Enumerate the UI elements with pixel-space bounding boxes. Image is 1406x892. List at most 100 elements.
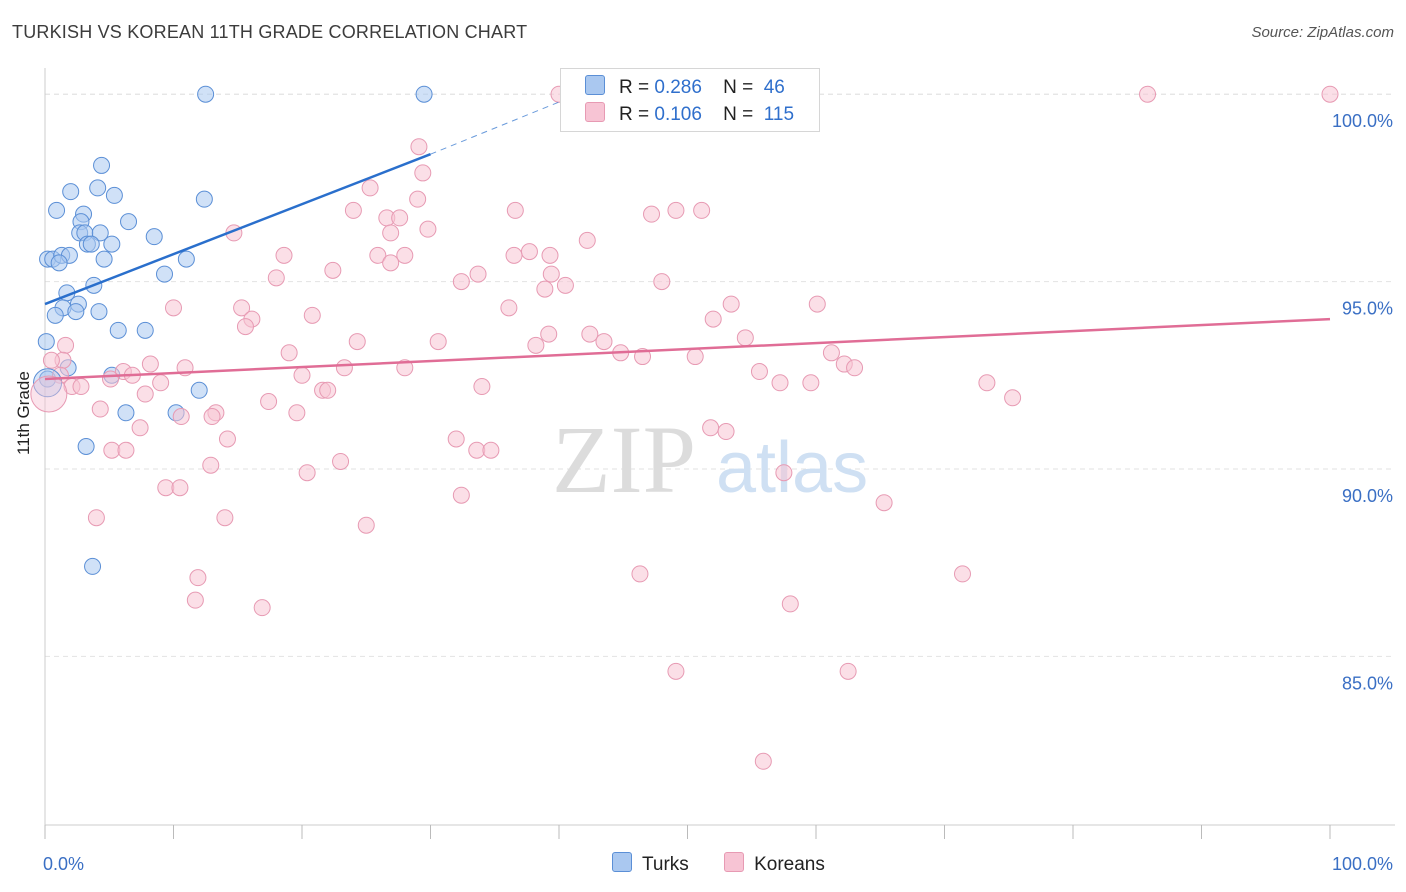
koreans-point	[452, 273, 470, 291]
koreans-point	[369, 246, 387, 264]
turks-point	[95, 250, 113, 268]
turks-point	[415, 85, 433, 103]
axes	[44, 68, 1395, 839]
koreans-point	[171, 479, 189, 497]
legend-n-value-koreans: 115	[763, 104, 795, 125]
koreans-point	[136, 385, 154, 403]
koreans-point	[391, 209, 409, 227]
koreans-point	[686, 348, 704, 366]
turks-point	[109, 321, 127, 339]
gridlines	[45, 93, 1395, 657]
koreans-point	[429, 333, 447, 351]
koreans-point	[750, 363, 768, 381]
koreans-point	[702, 419, 720, 437]
turks-point	[145, 228, 163, 246]
koreans-point	[409, 190, 427, 208]
koreans-point	[505, 246, 523, 264]
koreans-point	[556, 276, 574, 294]
watermark: ZIP atlas	[552, 406, 868, 513]
legend-r-label: R =	[619, 77, 650, 98]
koreans-point	[91, 400, 109, 418]
koreans-point	[540, 325, 558, 343]
koreans-point	[30, 375, 68, 413]
koreans-point	[581, 325, 599, 343]
koreans-point	[802, 374, 820, 392]
source-label: Source: ZipAtlas.com	[1251, 24, 1394, 41]
data-points	[30, 85, 1339, 770]
series-legend: Turks Koreans	[612, 852, 855, 876]
koreans-point	[233, 299, 251, 317]
koreans-point	[253, 599, 271, 617]
turks-point	[62, 183, 80, 201]
legend-swatch-koreans	[585, 102, 605, 122]
turks-point	[77, 438, 95, 455]
koreans-point	[218, 430, 236, 448]
koreans-point	[717, 423, 735, 441]
koreans-point	[771, 374, 789, 392]
koreans-point	[667, 201, 685, 219]
watermark-atlas: atlas	[716, 428, 868, 508]
chart-title: TURKISH VS KOREAN 11TH GRADE CORRELATION…	[12, 22, 528, 42]
turks-point	[46, 306, 64, 324]
koreans-point	[419, 220, 437, 238]
koreans-point	[72, 378, 90, 396]
koreans-point	[87, 509, 105, 527]
turks-point	[195, 190, 213, 208]
koreans-point	[382, 254, 400, 272]
legend-row-koreans: R = 0.106 N = 115	[585, 102, 794, 126]
turks-point	[190, 381, 208, 399]
koreans-point	[348, 333, 366, 351]
koreans-point	[1139, 85, 1157, 103]
koreans-point	[280, 344, 298, 362]
koreans-point	[693, 201, 711, 219]
koreans-point	[396, 246, 414, 264]
turks-point	[105, 186, 123, 204]
koreans-point	[382, 224, 400, 242]
koreans-point	[42, 351, 60, 369]
koreans-point	[414, 164, 432, 182]
legend-r-label: R =	[619, 104, 650, 125]
koreans-point	[267, 269, 285, 287]
legend-item-turks[interactable]: Turks	[612, 852, 689, 876]
turks-point	[117, 404, 135, 422]
koreans-point	[103, 441, 121, 459]
koreans-point	[57, 336, 75, 354]
koreans-point	[542, 265, 560, 283]
koreans-point	[319, 381, 337, 399]
koreans-point	[102, 370, 120, 388]
koreans-point	[578, 231, 596, 249]
legend-item-koreans[interactable]: Koreans	[724, 852, 825, 876]
legend-n-label: N =	[723, 77, 754, 98]
watermark-zip: ZIP	[552, 406, 696, 513]
koreans-point	[447, 430, 465, 448]
koreans-point	[775, 464, 793, 482]
koreans-point	[396, 359, 414, 377]
koreans-point	[704, 310, 722, 328]
koreans-point	[808, 295, 826, 313]
y-tick-label: 95.0%	[1342, 299, 1393, 319]
x-tick-label: 100.0%	[1332, 854, 1393, 874]
koreans-point	[468, 441, 486, 459]
turks-point	[48, 201, 66, 219]
koreans-point	[541, 246, 559, 264]
koreans-point	[978, 374, 996, 392]
turks-point	[91, 224, 109, 242]
turks-point	[67, 303, 85, 321]
koreans-point	[520, 243, 538, 261]
koreans-point	[131, 419, 149, 437]
turks-point	[37, 333, 55, 351]
turks-point	[82, 235, 100, 253]
koreans-point	[1004, 389, 1022, 407]
koreans-point	[157, 479, 175, 497]
tick-labels: 85.0% 90.0% 95.0% 100.0% 0.0% 100.0%	[43, 111, 1393, 874]
koreans-point	[332, 452, 350, 470]
trend-lines	[44, 93, 1331, 381]
turks-point	[197, 85, 215, 103]
koreans-point	[152, 374, 170, 392]
koreans-point	[141, 355, 159, 373]
koreans-point	[189, 569, 207, 587]
koreans-point	[186, 591, 204, 609]
koreans-point	[236, 318, 254, 336]
koreans-point	[357, 516, 375, 534]
